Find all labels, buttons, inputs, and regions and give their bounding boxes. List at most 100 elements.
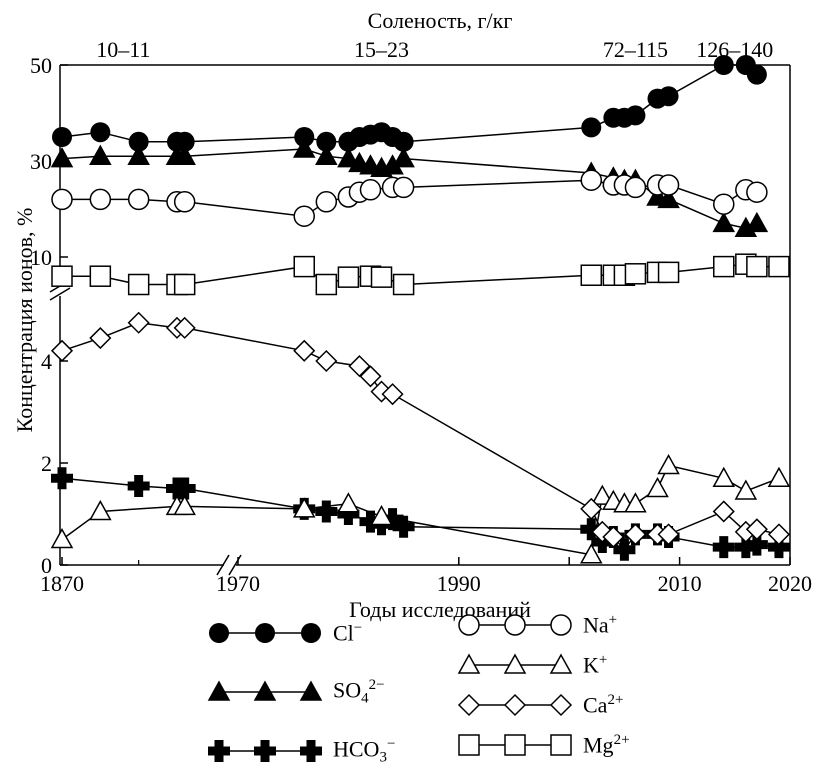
legend-marker-mg xyxy=(504,734,526,756)
legend-sample-mg xyxy=(458,734,572,756)
data-point-ca xyxy=(127,311,150,334)
legend-label-mg: Mg2+ xyxy=(583,731,630,758)
data-point-cl xyxy=(581,117,602,138)
data-point-so xyxy=(173,144,196,165)
data-point-hco xyxy=(315,500,338,523)
legend-marker-na xyxy=(550,614,572,636)
series-hco xyxy=(51,467,790,561)
data-point-cl xyxy=(294,127,315,147)
x-tick-label: 1990 xyxy=(437,571,481,596)
data-point-so xyxy=(657,187,680,209)
legend-marker-ca xyxy=(549,693,573,717)
data-point-mg xyxy=(624,263,647,285)
data-point-k xyxy=(337,492,360,513)
y-tick-label: 2 xyxy=(41,451,52,476)
data-point-na xyxy=(315,191,338,213)
series-line-ca xyxy=(61,321,780,538)
data-point-hco xyxy=(767,536,790,559)
data-point-k xyxy=(712,466,736,488)
top-axis-title: Соленость, г/кг xyxy=(368,8,513,33)
data-point-mg xyxy=(392,273,415,296)
data-point-na xyxy=(713,193,735,215)
series-ca xyxy=(50,311,791,549)
data-point-mg xyxy=(89,265,112,287)
legend-label-na: Na+ xyxy=(583,611,618,638)
data-point-cl xyxy=(393,131,414,152)
data-point-cl xyxy=(713,55,734,75)
data-point-hco xyxy=(127,474,150,497)
legend-sample-cl xyxy=(209,623,321,643)
data-point-cl xyxy=(128,131,149,152)
x-tick-label: 2020 xyxy=(768,571,812,596)
x-break-mark xyxy=(216,554,230,576)
data-point-cl xyxy=(174,131,195,152)
data-point-so xyxy=(712,211,736,233)
top-axis-tick-label: 10–11 xyxy=(96,37,150,62)
data-point-cl xyxy=(658,86,679,107)
x-tick-label: 2010 xyxy=(658,571,702,596)
legend-marker-so xyxy=(299,680,323,701)
data-point-hco xyxy=(51,467,73,490)
data-point-na xyxy=(624,176,647,199)
data-point-hco xyxy=(337,503,360,525)
data-point-ca xyxy=(173,316,196,339)
legend-sample-ca xyxy=(457,693,573,717)
data-point-k xyxy=(734,479,758,500)
data-point-mg xyxy=(370,266,393,288)
legend-sample-k xyxy=(457,653,573,674)
y-tick-label: 10 xyxy=(30,245,52,270)
data-point-so xyxy=(89,144,112,165)
data-point-so xyxy=(337,147,360,168)
data-point-na xyxy=(392,176,415,199)
legend-label-k: K+ xyxy=(583,651,608,678)
legend-label-hco: HCO3− xyxy=(333,735,396,766)
legend-marker-so xyxy=(253,680,277,701)
data-point-cl xyxy=(746,64,767,85)
legend-item-cl: Cl− xyxy=(205,617,362,649)
data-point-hco xyxy=(580,518,603,541)
legend-item-mg: Mg2+ xyxy=(455,729,630,761)
series-layer xyxy=(50,55,791,564)
legend-label-cl: Cl− xyxy=(333,619,363,646)
legend-sample-so xyxy=(207,680,323,701)
y-axis-title: Концентрация ионов, % xyxy=(12,208,37,433)
data-point-so xyxy=(745,211,769,233)
data-point-k xyxy=(292,497,316,518)
data-point-hco xyxy=(745,533,768,556)
y-tick-label: 30 xyxy=(30,149,52,174)
data-point-ca xyxy=(624,523,647,546)
data-point-na xyxy=(89,188,112,211)
legend-marker-ca xyxy=(457,693,481,717)
data-point-ca xyxy=(381,383,404,406)
series-k xyxy=(50,454,791,564)
data-point-ca xyxy=(348,355,371,378)
legend-item-hco: HCO3− xyxy=(205,735,395,767)
data-point-mg xyxy=(315,273,338,296)
data-point-ca xyxy=(359,365,382,388)
data-point-ca xyxy=(50,339,74,362)
data-point-hco xyxy=(173,477,196,500)
data-point-ca xyxy=(712,500,735,523)
data-point-cl xyxy=(625,105,646,126)
legend-marker-cl xyxy=(255,623,275,643)
data-point-mg xyxy=(768,255,790,278)
data-point-ca xyxy=(602,525,625,549)
series-line-hco xyxy=(61,477,780,551)
data-point-mg xyxy=(337,266,360,288)
data-point-so xyxy=(315,144,338,165)
data-point-hco xyxy=(359,510,382,533)
top-axis-tick-label: 15–23 xyxy=(354,37,409,62)
data-point-cl xyxy=(316,131,337,152)
legend-sample-na xyxy=(458,614,572,636)
x-break-mark xyxy=(228,554,242,576)
data-point-na xyxy=(127,188,150,211)
data-point-mg xyxy=(173,273,196,296)
legend-marker-mg xyxy=(458,734,480,756)
data-point-k xyxy=(624,492,647,513)
legend-marker-cl xyxy=(301,623,321,643)
legend-marker-so xyxy=(207,680,231,701)
data-point-cl xyxy=(52,127,72,147)
data-point-mg xyxy=(293,255,315,278)
legend-item-na: Na+ xyxy=(455,609,617,641)
